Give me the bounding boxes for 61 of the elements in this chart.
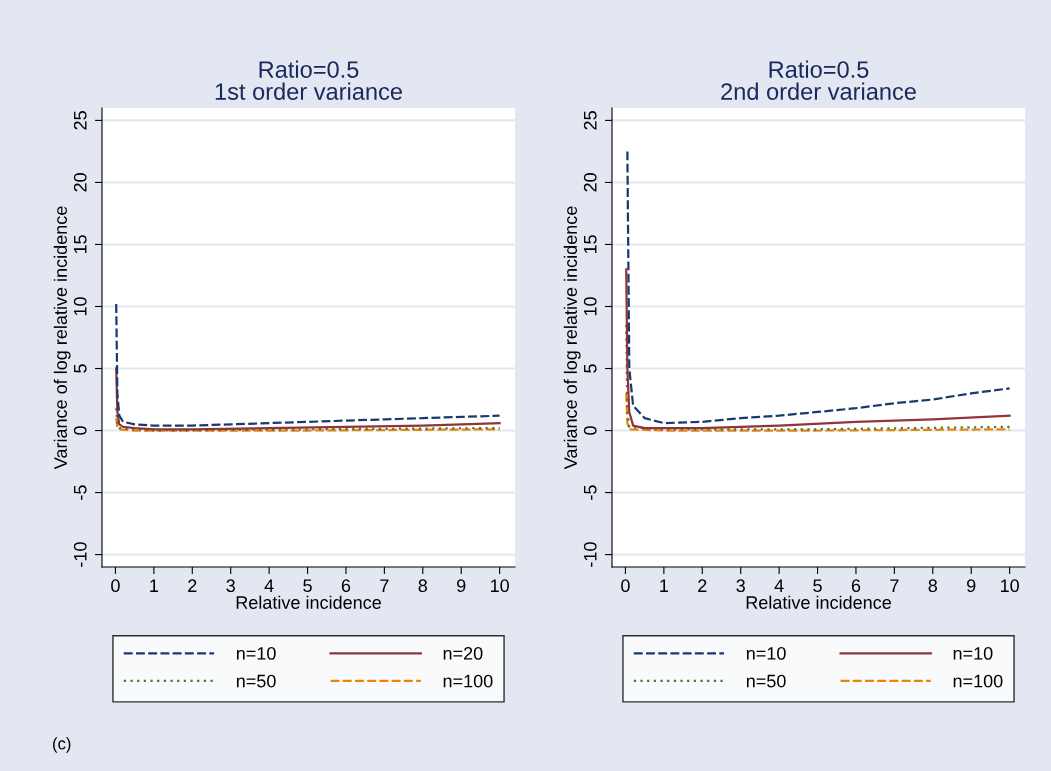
legend-label: n=10 <box>746 647 786 660</box>
line-series <box>115 367 501 431</box>
y-tick-label: -10 <box>73 542 87 567</box>
legend-label: n=50 <box>236 674 276 688</box>
x-tick-label: 1 <box>150 579 159 592</box>
x-tick-label: 0 <box>621 579 630 593</box>
y-tick-label: 25 <box>73 111 87 130</box>
x-tick-label: 6 <box>851 579 861 593</box>
y-tick-label: 20 <box>73 173 87 192</box>
x-tick-label: 9 <box>457 579 466 593</box>
y-tick-label: -10 <box>583 542 597 567</box>
y-tick-label: 10 <box>583 297 597 316</box>
y-tick-label: 10 <box>73 297 87 316</box>
x-tick-label: 10 <box>1000 579 1019 593</box>
x-tick-label: 3 <box>226 579 235 593</box>
legend-label: n=10 <box>236 647 276 660</box>
y-tick-label: 20 <box>583 173 597 192</box>
y-axis-title: Variance of log relative incidence <box>53 206 71 470</box>
legend-label: n=20 <box>443 647 483 660</box>
line-series <box>625 392 1011 432</box>
line-series <box>625 323 1011 431</box>
y-tick-label: -5 <box>584 485 597 500</box>
x-tick-label: 8 <box>928 579 938 593</box>
x-tick-label: 1 <box>660 579 669 592</box>
x-tick-label: 9 <box>967 579 976 593</box>
text: (c) <box>53 737 71 753</box>
x-tick-label: 3 <box>736 579 745 593</box>
y-tick-label: 5 <box>74 364 87 373</box>
y-tick-label: 15 <box>584 235 597 254</box>
x-axis-title: Relative incidence <box>236 595 381 609</box>
line-series <box>115 417 501 432</box>
x-tick-label: 7 <box>890 579 899 592</box>
chart-title: Ratio=0.5 1st order variance <box>215 60 402 100</box>
y-tick-label: 0 <box>73 426 87 435</box>
x-tick-label: 2 <box>188 579 197 592</box>
y-tick-label: 25 <box>583 111 597 130</box>
y-tick-label: 0 <box>583 426 597 435</box>
line-series <box>115 407 501 432</box>
line-series <box>115 302 501 427</box>
x-tick-label: 0 <box>111 579 120 593</box>
x-tick-label: 2 <box>698 579 707 592</box>
x-tick-label: 4 <box>774 579 784 592</box>
y-axis-title: Variance of log relative incidence <box>563 206 581 470</box>
x-tick-label: 5 <box>813 579 822 593</box>
y-tick-label: -5 <box>74 485 87 500</box>
y-tick-label: 15 <box>74 235 87 254</box>
chart-title: Ratio=0.5 2nd order variance <box>721 60 916 100</box>
legend-label: n=100 <box>443 674 493 688</box>
x-axis-title: Relative incidence <box>746 595 891 609</box>
legend-label: n=100 <box>953 674 1003 688</box>
y-tick-label: 5 <box>584 364 597 373</box>
legend-label: n=50 <box>746 674 786 688</box>
line-series <box>625 268 1011 430</box>
x-tick-label: 5 <box>303 579 312 593</box>
x-tick-label: 10 <box>490 579 509 593</box>
legend-label: n=10 <box>953 647 993 660</box>
x-tick-label: 4 <box>264 579 274 592</box>
x-tick-label: 6 <box>341 579 351 593</box>
x-tick-label: 8 <box>418 579 428 593</box>
x-tick-label: 7 <box>380 579 389 592</box>
line-series <box>626 150 1011 425</box>
